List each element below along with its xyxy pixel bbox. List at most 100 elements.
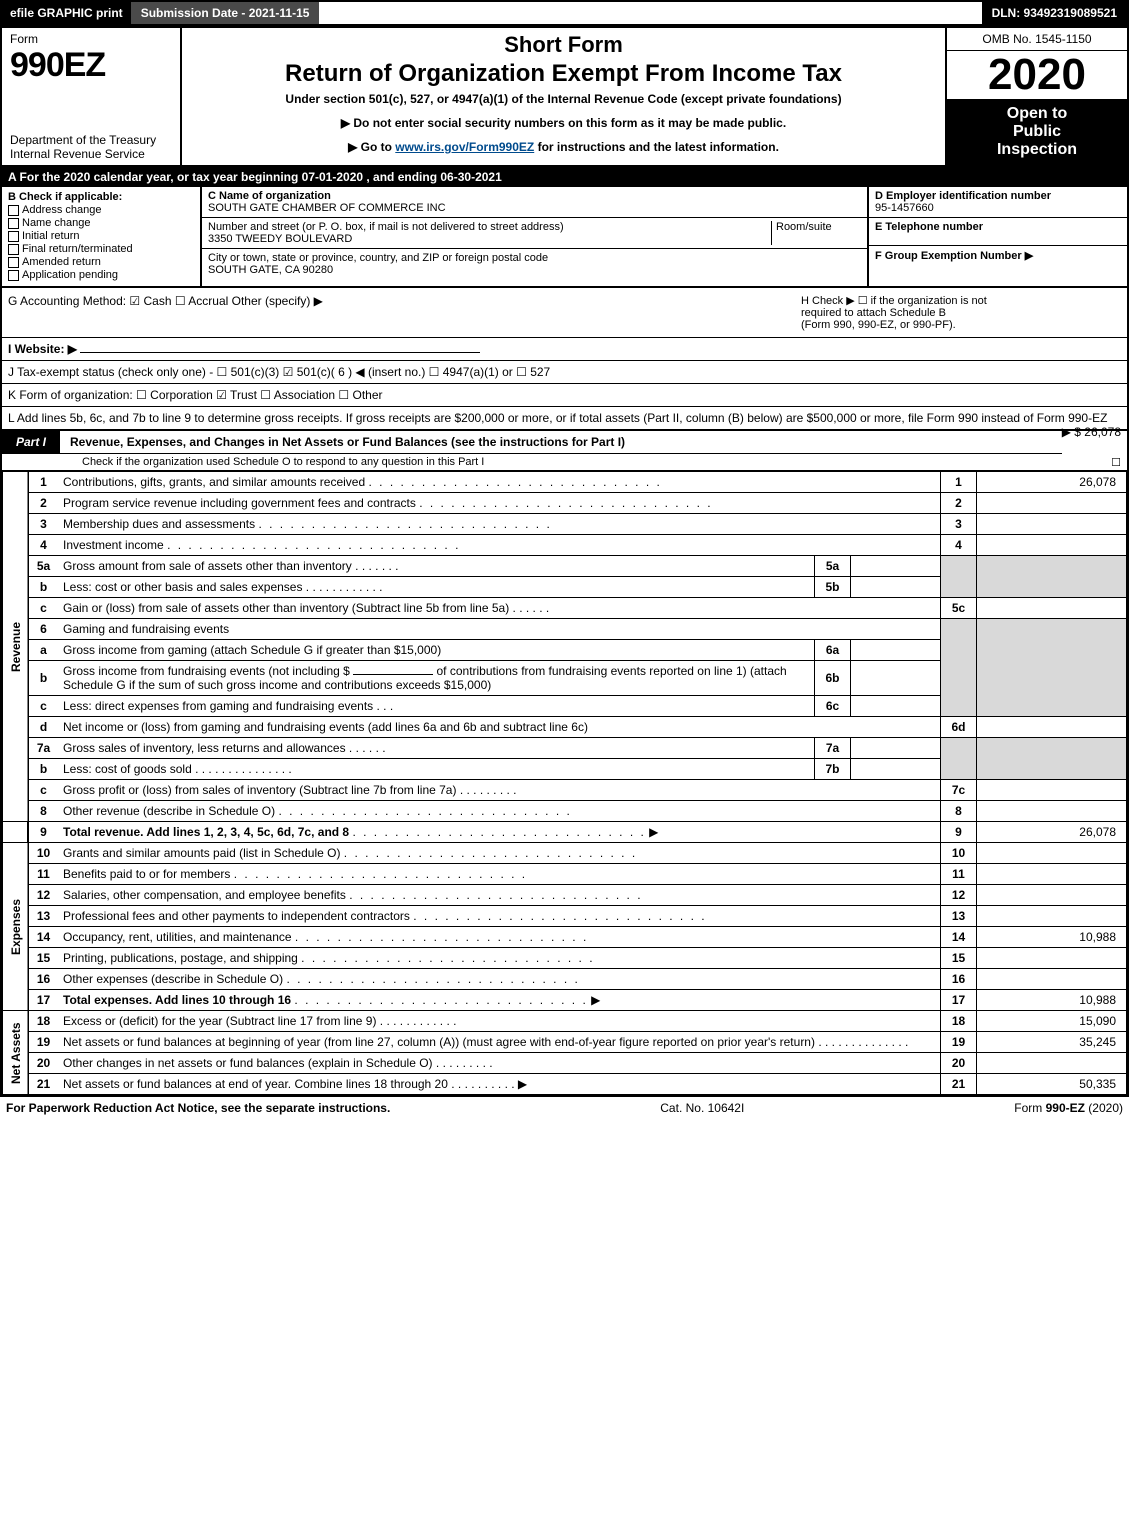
line6d-desc: Net income or (loss) from gaming and fun… [58, 717, 941, 738]
omb-number: OMB No. 1545-1150 [947, 28, 1127, 51]
line9-desc: Total revenue. Add lines 1, 2, 3, 4, 5c,… [58, 822, 941, 843]
form-word: Form [10, 32, 172, 46]
line14-val: 10,988 [977, 927, 1127, 948]
line17-desc: Total expenses. Add lines 10 through 16 … [58, 990, 941, 1011]
line5b-subval [851, 577, 941, 598]
line7a-sub: 7a [815, 738, 851, 759]
title-return: Return of Organization Exempt From Incom… [192, 60, 935, 88]
line5b-desc: Less: cost or other basis and sales expe… [58, 577, 815, 598]
line10-no: 10 [28, 843, 58, 864]
line18-no: 18 [28, 1011, 58, 1032]
line6d-no: d [28, 717, 58, 738]
line1-desc: Contributions, gifts, grants, and simila… [58, 472, 941, 493]
chk-application-pending[interactable]: Application pending [8, 269, 194, 281]
line20-rn: 20 [941, 1053, 977, 1074]
h-check: H Check ▶ ☐ if the organization is not r… [801, 294, 1121, 331]
line2-desc: Program service revenue including govern… [58, 493, 941, 514]
entity-block: B Check if applicable: Address change Na… [2, 187, 1127, 288]
form-container: Form 990EZ Department of the Treasury In… [0, 26, 1129, 1097]
chk-amended-return[interactable]: Amended return [8, 256, 194, 268]
chk-address-change[interactable]: Address change [8, 204, 194, 216]
line17-val: 10,988 [977, 990, 1127, 1011]
line10-rn: 10 [941, 843, 977, 864]
line7a-desc: Gross sales of inventory, less returns a… [58, 738, 815, 759]
f-label: F Group Exemption Number ▶ [875, 250, 1033, 262]
line18-val: 15,090 [977, 1011, 1127, 1032]
line4-rn: 4 [941, 535, 977, 556]
line14-no: 14 [28, 927, 58, 948]
page-footer: For Paperwork Reduction Act Notice, see … [0, 1097, 1129, 1119]
part1-tab: Part I [2, 431, 60, 453]
line18-rn: 18 [941, 1011, 977, 1032]
open-line2: Public [1013, 123, 1061, 140]
chk-initial-return[interactable]: Initial return [8, 230, 194, 242]
line13-desc: Professional fees and other payments to … [58, 906, 941, 927]
line9-val: 26,078 [977, 822, 1127, 843]
line6d-rn: 6d [941, 717, 977, 738]
line1-val: 26,078 [977, 472, 1127, 493]
line5b-no: b [28, 577, 58, 598]
line7c-no: c [28, 780, 58, 801]
line7c-val [977, 780, 1127, 801]
line7c-desc: Gross profit or (loss) from sales of inv… [58, 780, 941, 801]
l-gross-receipts: L Add lines 5b, 6c, and 7b to line 9 to … [2, 407, 1127, 431]
dln-label: DLN: 93492319089521 [982, 2, 1127, 24]
line3-no: 3 [28, 514, 58, 535]
box-c: C Name of organization SOUTH GATE CHAMBE… [202, 187, 867, 286]
line8-rn: 8 [941, 801, 977, 822]
line6-desc: Gaming and fundraising events [58, 619, 941, 640]
line4-desc: Investment income [58, 535, 941, 556]
h-line3: (Form 990, 990-EZ, or 990-PF). [801, 319, 956, 331]
line4-val [977, 535, 1127, 556]
form-number: 990EZ [10, 46, 172, 85]
title-short-form: Short Form [192, 32, 935, 58]
line12-no: 12 [28, 885, 58, 906]
c-label: C Name of organization [208, 190, 331, 202]
addr-value: 3350 TWEEDY BOULEVARD [208, 233, 352, 245]
line5a-desc: Gross amount from sale of assets other t… [58, 556, 815, 577]
box-b: B Check if applicable: Address change Na… [2, 187, 202, 286]
line6b-no: b [28, 661, 58, 696]
part1-sub-check[interactable]: ☐ [1111, 456, 1121, 469]
line6b-subval [851, 661, 941, 696]
line12-desc: Salaries, other compensation, and employ… [58, 885, 941, 906]
irs-link[interactable]: www.irs.gov/Form990EZ [395, 140, 534, 154]
open-line1: Open to [1007, 105, 1067, 122]
line6b-sub: 6b [815, 661, 851, 696]
line11-rn: 11 [941, 864, 977, 885]
footer-catno: Cat. No. 10642I [660, 1101, 744, 1115]
city-value: SOUTH GATE, CA 90280 [208, 264, 333, 276]
line5a-subval [851, 556, 941, 577]
k-form-org: K Form of organization: ☐ Corporation ☑ … [2, 384, 1127, 407]
header-mid: Short Form Return of Organization Exempt… [182, 28, 947, 165]
line16-rn: 16 [941, 969, 977, 990]
chk-name-change[interactable]: Name change [8, 217, 194, 229]
line3-rn: 3 [941, 514, 977, 535]
org-name-cell: C Name of organization SOUTH GATE CHAMBE… [202, 187, 867, 218]
line3-desc: Membership dues and assessments [58, 514, 941, 535]
org-name: SOUTH GATE CHAMBER OF COMMERCE INC [208, 202, 446, 214]
line15-rn: 15 [941, 948, 977, 969]
line5c-rn: 5c [941, 598, 977, 619]
line16-desc: Other expenses (describe in Schedule O) [58, 969, 941, 990]
h-line2: required to attach Schedule B [801, 307, 946, 319]
part1-header: Part I Revenue, Expenses, and Changes in… [2, 431, 1062, 454]
line5ab-shade-val [977, 556, 1127, 598]
line11-desc: Benefits paid to or for members [58, 864, 941, 885]
line15-val [977, 948, 1127, 969]
line6c-subval [851, 696, 941, 717]
subtitle-section: Under section 501(c), 527, or 4947(a)(1)… [192, 92, 935, 106]
line13-rn: 13 [941, 906, 977, 927]
chk-final-return[interactable]: Final return/terminated [8, 243, 194, 255]
line10-desc: Grants and similar amounts paid (list in… [58, 843, 941, 864]
line8-val [977, 801, 1127, 822]
box-b-title: B Check if applicable: [8, 191, 122, 203]
form-header: Form 990EZ Department of the Treasury In… [2, 28, 1127, 167]
line11-val [977, 864, 1127, 885]
i-website: I Website: ▶ [2, 338, 1127, 361]
top-bar: efile GRAPHIC print Submission Date - 20… [0, 0, 1129, 26]
line3-val [977, 514, 1127, 535]
line13-val [977, 906, 1127, 927]
line6c-no: c [28, 696, 58, 717]
line6a-subval [851, 640, 941, 661]
